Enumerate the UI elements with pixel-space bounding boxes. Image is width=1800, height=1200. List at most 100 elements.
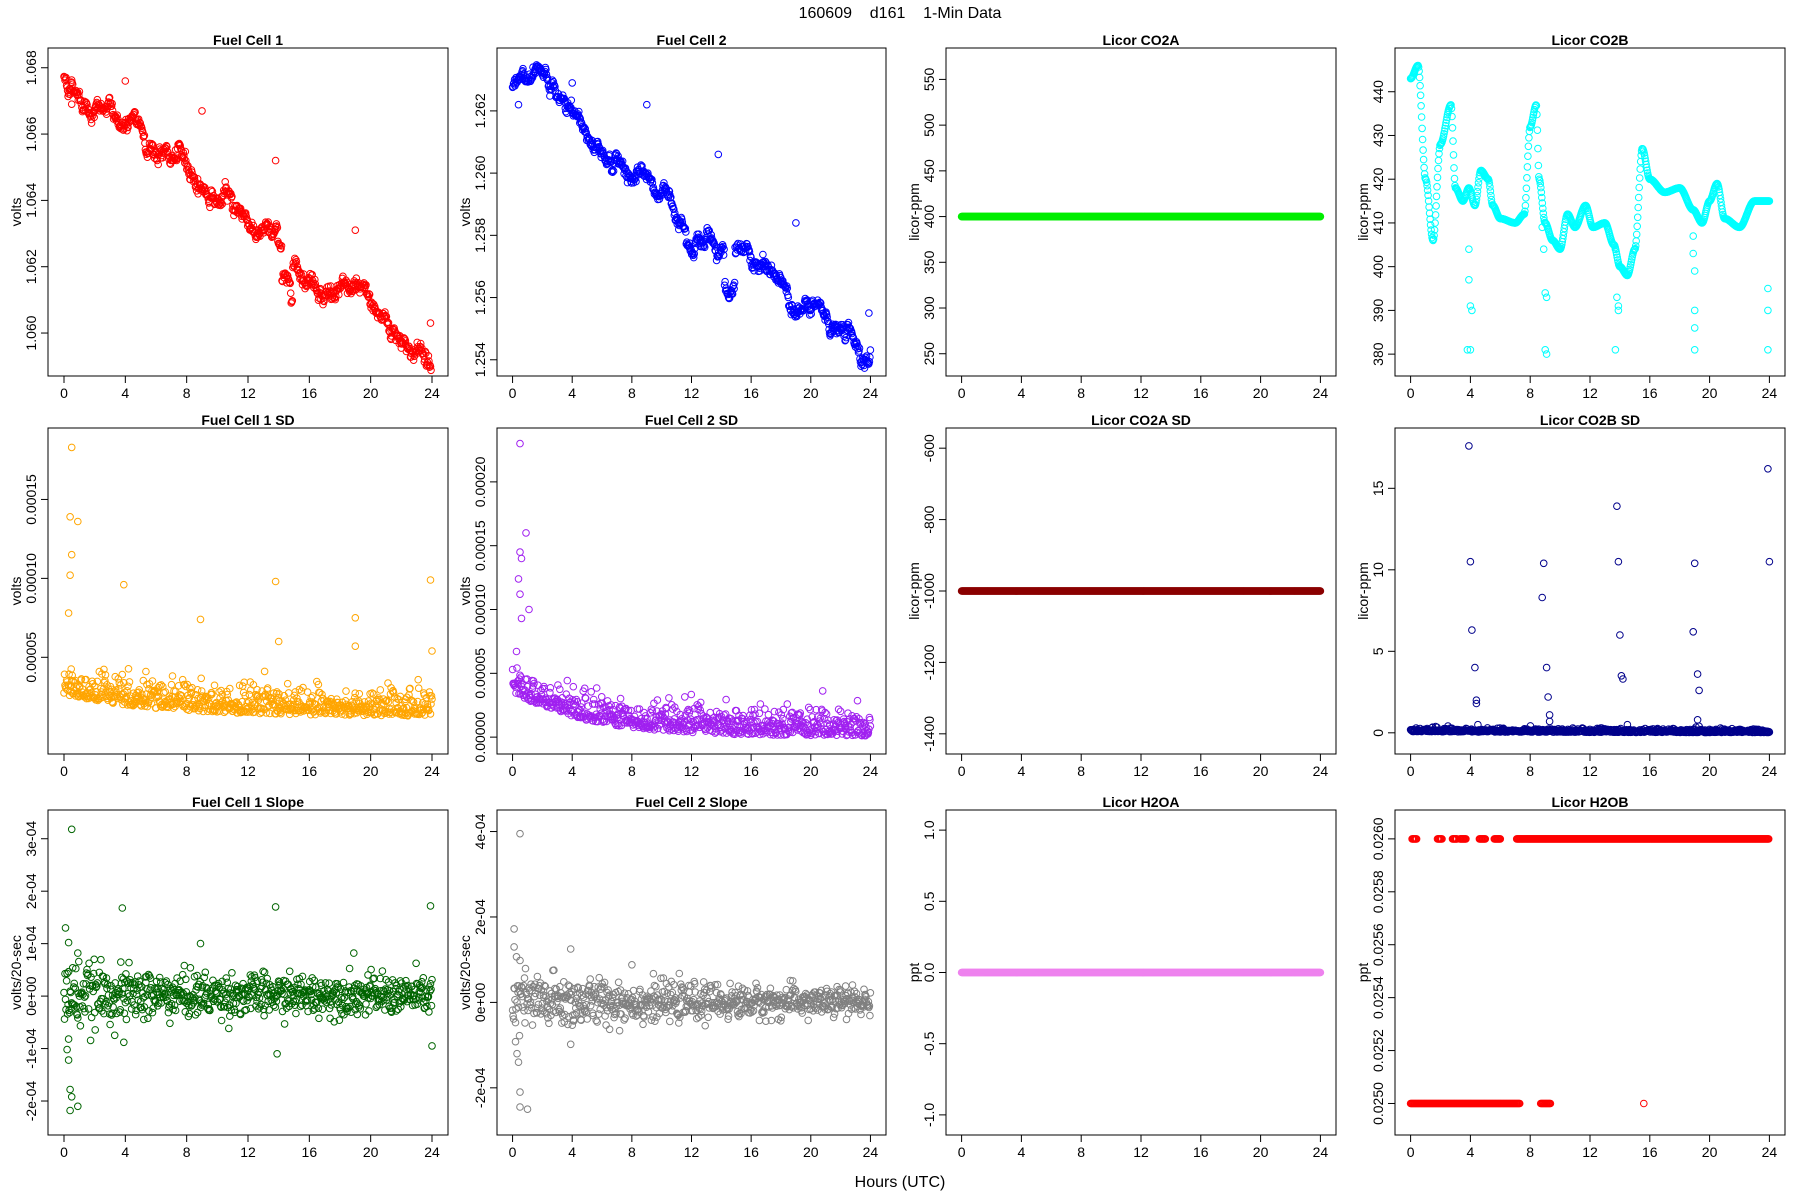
x-tick-label: 16 <box>302 385 318 401</box>
data-point <box>1689 232 1697 240</box>
data-point <box>182 682 190 691</box>
data-points <box>1406 61 1774 358</box>
data-point <box>563 676 572 685</box>
data-point <box>512 647 521 656</box>
data-point <box>428 647 436 655</box>
data-point <box>1538 199 1547 207</box>
data-point <box>1533 126 1542 134</box>
data-point <box>593 137 602 146</box>
data-point <box>1465 276 1473 284</box>
panel-title: Fuel Cell 2 SD <box>645 412 738 428</box>
data-point <box>1523 174 1531 182</box>
data-point <box>351 642 360 651</box>
data-point <box>167 680 176 689</box>
data-point <box>66 513 74 521</box>
data-point <box>1524 152 1532 160</box>
data-points <box>60 443 436 720</box>
data-point <box>260 667 269 676</box>
data-point <box>1522 194 1530 202</box>
x-tick-label: 4 <box>1018 385 1026 401</box>
panel-fuel-cell-2-sd: Fuel Cell 2 SD0 4 8 12 16 20 240.000000.000050… <box>457 412 887 779</box>
x-tick-label: 4 <box>1467 385 1475 401</box>
data-point <box>804 703 813 712</box>
data-point <box>387 335 395 344</box>
data-point <box>176 141 184 150</box>
data-point <box>689 253 698 262</box>
data-point <box>1423 186 1432 194</box>
y-tick-label: 1.060 <box>23 315 39 350</box>
data-point <box>576 114 585 123</box>
data-point <box>1633 222 1641 231</box>
data-point <box>1430 231 1438 240</box>
data-point <box>597 693 606 701</box>
x-tick-label: 4 <box>121 385 129 401</box>
x-tick-label: 24 <box>1762 385 1778 401</box>
x-tick-label: 12 <box>1133 385 1149 401</box>
data-point <box>783 284 792 293</box>
data-point <box>1465 245 1473 253</box>
data-point <box>767 261 776 270</box>
y-tick-label: 1.068 <box>23 50 39 85</box>
data-point <box>351 614 360 622</box>
data-point <box>1449 151 1458 159</box>
data-point <box>1429 235 1438 243</box>
x-tick-label: 16 <box>302 763 318 779</box>
panel-title: Fuel Cell 2 <box>656 32 726 48</box>
data-point <box>121 77 130 85</box>
data-point <box>1441 121 1450 130</box>
data-point <box>1424 191 1432 200</box>
data-point <box>582 128 591 137</box>
x-tick-label: 20 <box>803 763 819 779</box>
data-point <box>516 439 524 448</box>
panel-title: Licor CO2A SD <box>1091 412 1191 428</box>
data-point <box>1634 203 1642 212</box>
data-points <box>957 212 1325 221</box>
y-tick-label: 500 <box>921 113 937 137</box>
y-tick-label: 0.00005 <box>472 648 488 699</box>
data-point <box>648 175 656 184</box>
data-point <box>118 670 127 679</box>
data-point <box>355 690 364 698</box>
data-point <box>569 682 578 691</box>
data-point <box>1474 183 1482 191</box>
data-point <box>678 218 687 226</box>
data-point <box>1559 231 1568 240</box>
data-point <box>665 694 673 702</box>
data-point <box>124 123 132 132</box>
x-tick-label: 0 <box>958 763 966 779</box>
data-point <box>1614 306 1623 315</box>
data-point <box>1414 63 1423 71</box>
x-tick-label: 4 <box>1018 763 1026 779</box>
data-point <box>720 245 728 253</box>
data-point <box>681 693 689 701</box>
data-point <box>66 571 74 580</box>
data-point <box>1523 163 1532 171</box>
data-point <box>1433 183 1441 191</box>
data-point <box>381 308 389 316</box>
data-point <box>180 152 188 160</box>
data-point <box>1432 202 1440 210</box>
data-point <box>424 352 433 360</box>
data-point <box>567 96 576 105</box>
y-tick-label: 400 <box>1370 255 1386 279</box>
data-point <box>124 682 132 691</box>
data-point <box>1528 116 1537 124</box>
data-point <box>643 100 651 109</box>
data-point <box>1558 240 1566 249</box>
data-point <box>616 694 625 703</box>
data-point <box>249 221 258 230</box>
x-tick-label: 24 <box>1313 763 1329 779</box>
data-point <box>228 192 236 201</box>
x-tick-label: 0 <box>60 763 68 779</box>
data-point <box>678 215 686 223</box>
x-tick-label: 8 <box>183 763 191 779</box>
y-axis-label: volts <box>8 198 24 227</box>
panel-title: Fuel Cell 1 SD <box>201 412 294 428</box>
data-point <box>376 686 385 694</box>
x-tick-label: 24 <box>424 763 440 779</box>
y-tick-label: 1.260 <box>472 155 488 190</box>
data-point <box>783 700 792 708</box>
data-point <box>1485 179 1494 187</box>
x-tick-label: 8 <box>628 385 636 401</box>
